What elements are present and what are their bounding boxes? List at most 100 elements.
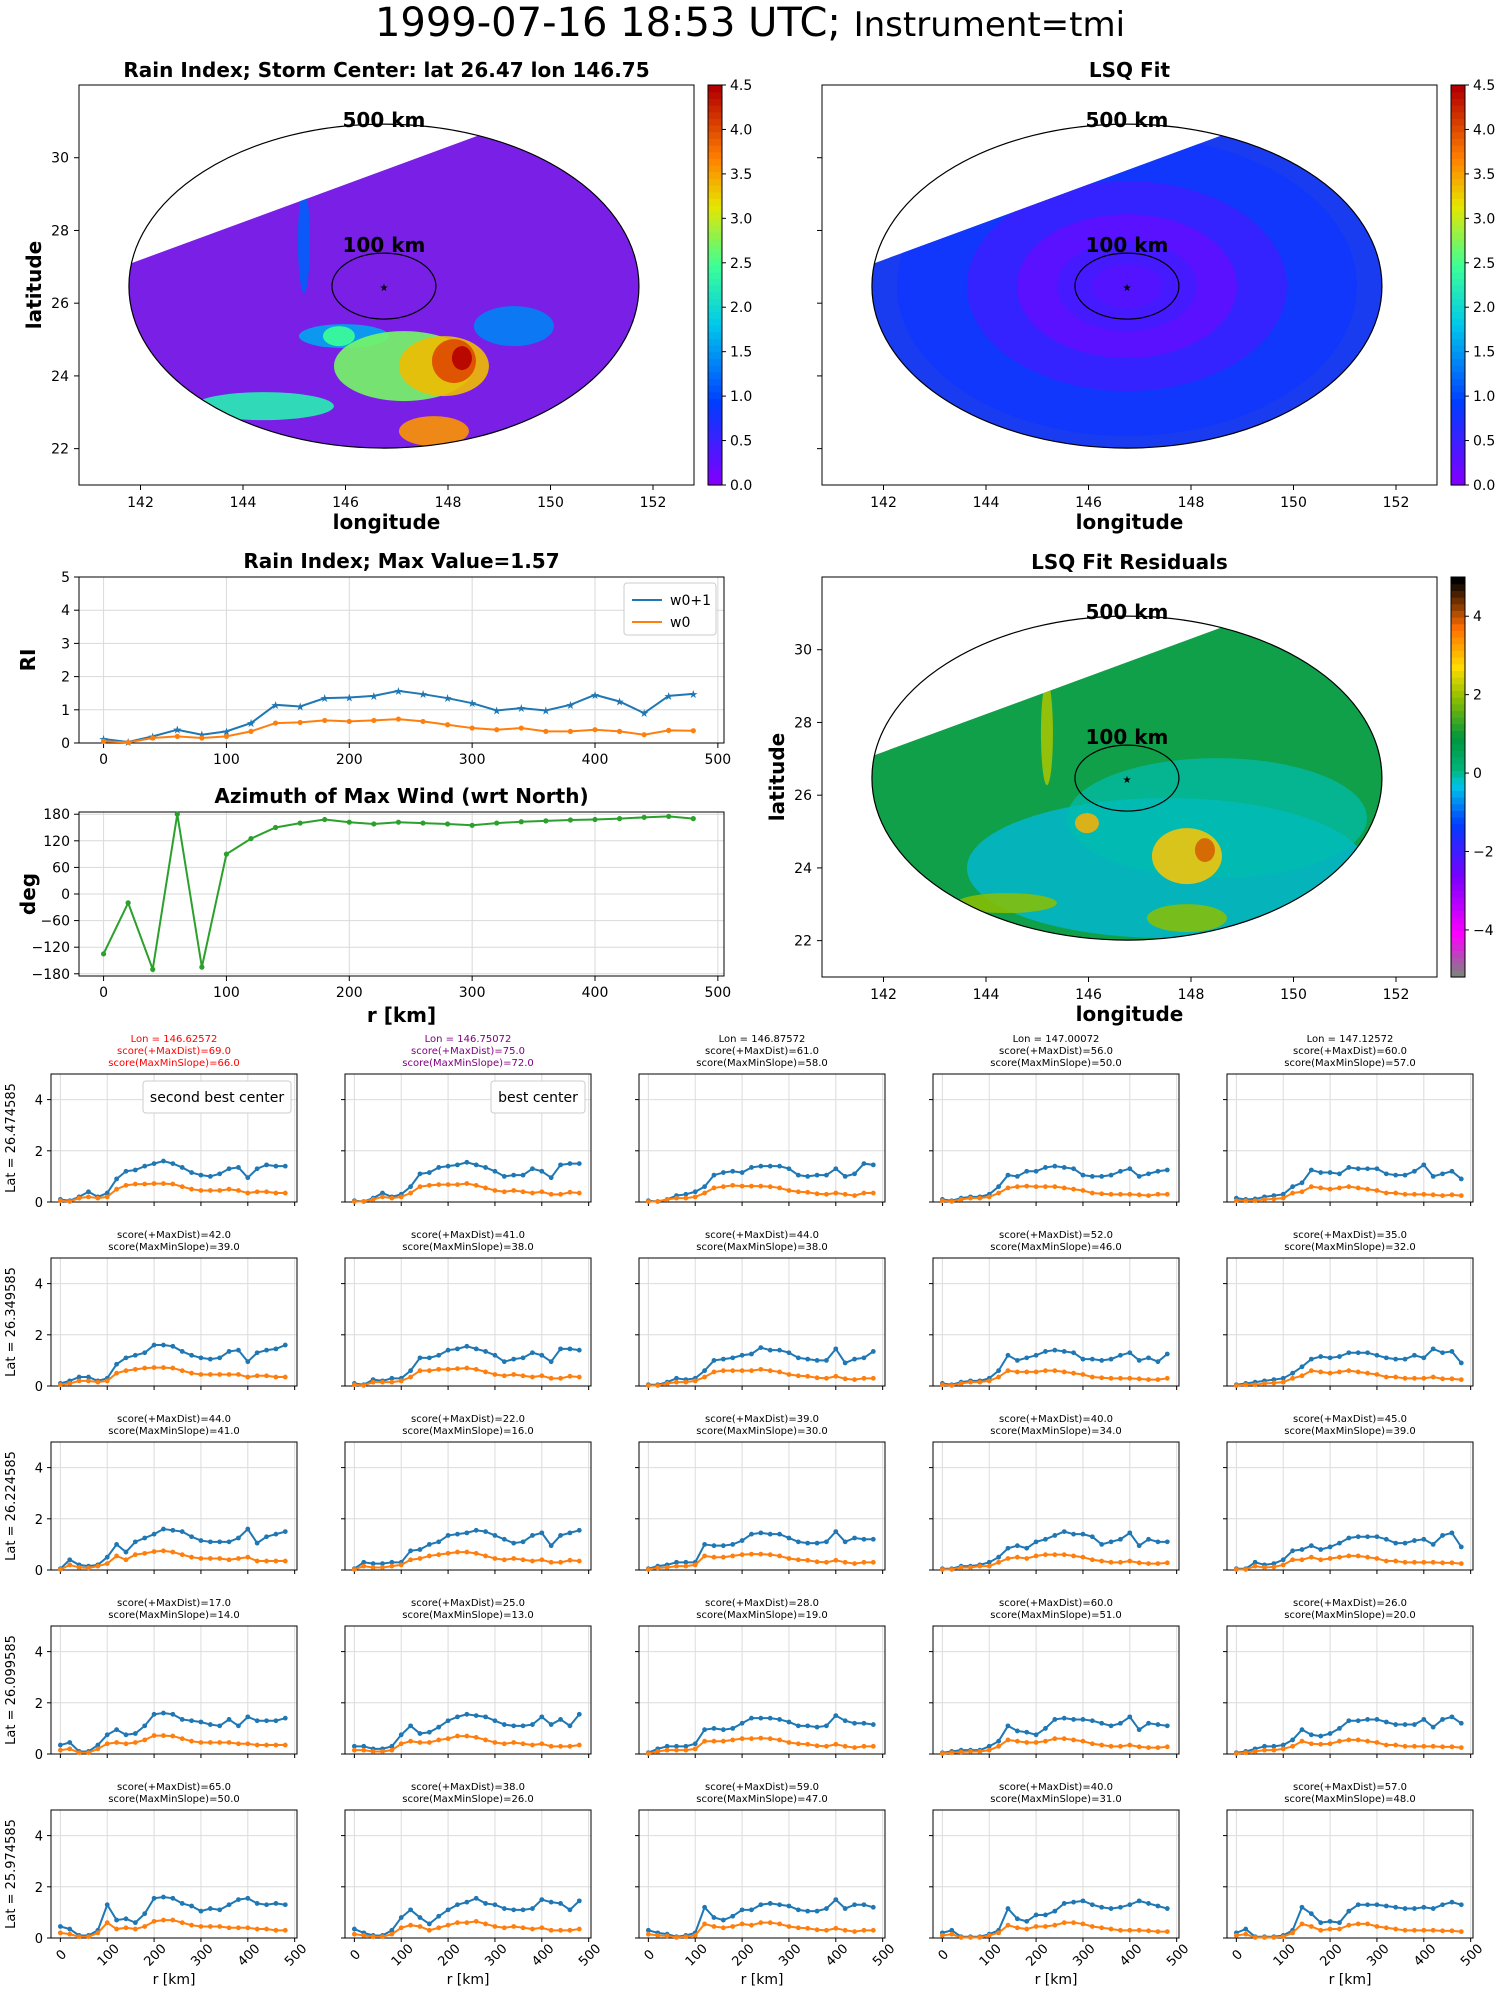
data-point	[824, 1927, 829, 1933]
data-point	[1440, 1171, 1445, 1177]
row-latitude-label: Lat = 26.224585	[4, 1451, 19, 1561]
y-tick-label: 0	[35, 1932, 43, 1947]
data-point	[1127, 1530, 1133, 1536]
data-point	[664, 1197, 670, 1202]
data-point	[1280, 1746, 1286, 1752]
colorbar-cell	[1451, 677, 1465, 685]
cell-frame	[638, 1809, 886, 1939]
data-point	[494, 727, 500, 733]
colorbar-cell	[708, 251, 722, 259]
map-title: LSQ Fit	[1089, 58, 1171, 82]
data-point	[1005, 1545, 1011, 1551]
data-point	[749, 1165, 754, 1170]
data-point	[198, 1924, 204, 1929]
data-point	[1089, 1924, 1095, 1929]
colorbar-cell	[708, 85, 722, 93]
data-point: ★	[221, 725, 231, 738]
y-tick-label: 2	[61, 670, 70, 686]
data-point	[758, 1735, 764, 1741]
data-point	[76, 1378, 82, 1384]
score-maxdist: score(+MaxDist)=69.0	[117, 1046, 231, 1057]
data-point	[1014, 1369, 1020, 1375]
residual-cell	[956, 893, 1057, 914]
data-point	[749, 1922, 754, 1928]
data-point	[1024, 1918, 1030, 1924]
data-point	[436, 1724, 442, 1730]
data-point: ★	[246, 717, 256, 730]
data-point	[852, 1171, 857, 1177]
data-point	[1355, 1737, 1361, 1743]
data-point	[226, 1372, 232, 1377]
data-point	[511, 1556, 517, 1561]
data-point	[539, 1925, 545, 1931]
colorbar-cell	[708, 151, 722, 159]
data-point	[861, 1559, 867, 1565]
score-maxdist: score(+MaxDist)=56.0	[999, 1046, 1113, 1057]
colorbar-cell	[708, 465, 722, 473]
data-point	[501, 1373, 507, 1379]
data-point	[142, 1181, 148, 1187]
data-point	[720, 1368, 726, 1374]
data-point	[777, 1163, 782, 1169]
data-point	[645, 1567, 651, 1572]
data-point	[1337, 1540, 1342, 1546]
colorbar-tick-label: 0	[1473, 766, 1482, 782]
data-point	[558, 1533, 563, 1538]
y-tick-label: 120	[43, 834, 70, 850]
data-point	[795, 1723, 801, 1729]
colorbar-cell	[708, 145, 722, 153]
map-frame	[821, 84, 1438, 486]
data-point	[1024, 1183, 1030, 1189]
data-point	[795, 1907, 801, 1913]
column-longitude-label: Lon = 147.12572	[1307, 1034, 1394, 1045]
data-point	[777, 1369, 782, 1375]
data-point	[132, 1366, 138, 1372]
data-point	[1393, 1926, 1399, 1932]
data-point	[1005, 1368, 1011, 1374]
data-point	[1337, 1738, 1342, 1744]
data-point	[1127, 1191, 1133, 1197]
data-point	[1052, 1908, 1058, 1914]
data-point	[494, 820, 500, 826]
data-point	[179, 1920, 185, 1926]
data-point	[408, 1190, 413, 1196]
data-point	[958, 1197, 964, 1202]
data-point	[548, 1175, 554, 1181]
data-point	[104, 1190, 110, 1196]
data-point	[57, 1742, 63, 1748]
data-point	[236, 1165, 241, 1170]
data-point	[558, 1559, 563, 1565]
colorbar-cell	[708, 125, 722, 133]
data-point	[690, 728, 696, 734]
data-point	[711, 1554, 717, 1560]
data-point	[702, 1374, 707, 1380]
data-point	[198, 1188, 204, 1193]
data-point	[455, 1366, 460, 1371]
data-point	[1374, 1534, 1380, 1540]
score-maxdist: score(+MaxDist)=65.0	[117, 1782, 231, 1793]
data-point	[1043, 1552, 1048, 1558]
colorbar-cell	[1451, 205, 1465, 213]
data-point	[711, 1738, 717, 1744]
data-point	[592, 816, 598, 823]
data-point	[95, 1379, 101, 1385]
data-point	[1383, 1536, 1389, 1542]
data-point	[1118, 1904, 1123, 1910]
data-point	[1089, 1190, 1095, 1196]
data-point	[730, 1168, 736, 1174]
data-point	[558, 1375, 563, 1381]
data-point	[436, 1366, 442, 1372]
data-point	[170, 1895, 176, 1901]
data-point	[492, 1556, 498, 1561]
data-point	[1136, 1192, 1142, 1198]
data-point	[1108, 1356, 1114, 1362]
data-point	[1014, 1916, 1020, 1922]
score-maxdist: score(+MaxDist)=22.0	[411, 1414, 525, 1425]
data-point	[123, 1925, 129, 1931]
data-point	[104, 1741, 110, 1747]
data-point	[1290, 1548, 1295, 1554]
data-point	[142, 1924, 148, 1929]
data-point	[1061, 1901, 1067, 1906]
